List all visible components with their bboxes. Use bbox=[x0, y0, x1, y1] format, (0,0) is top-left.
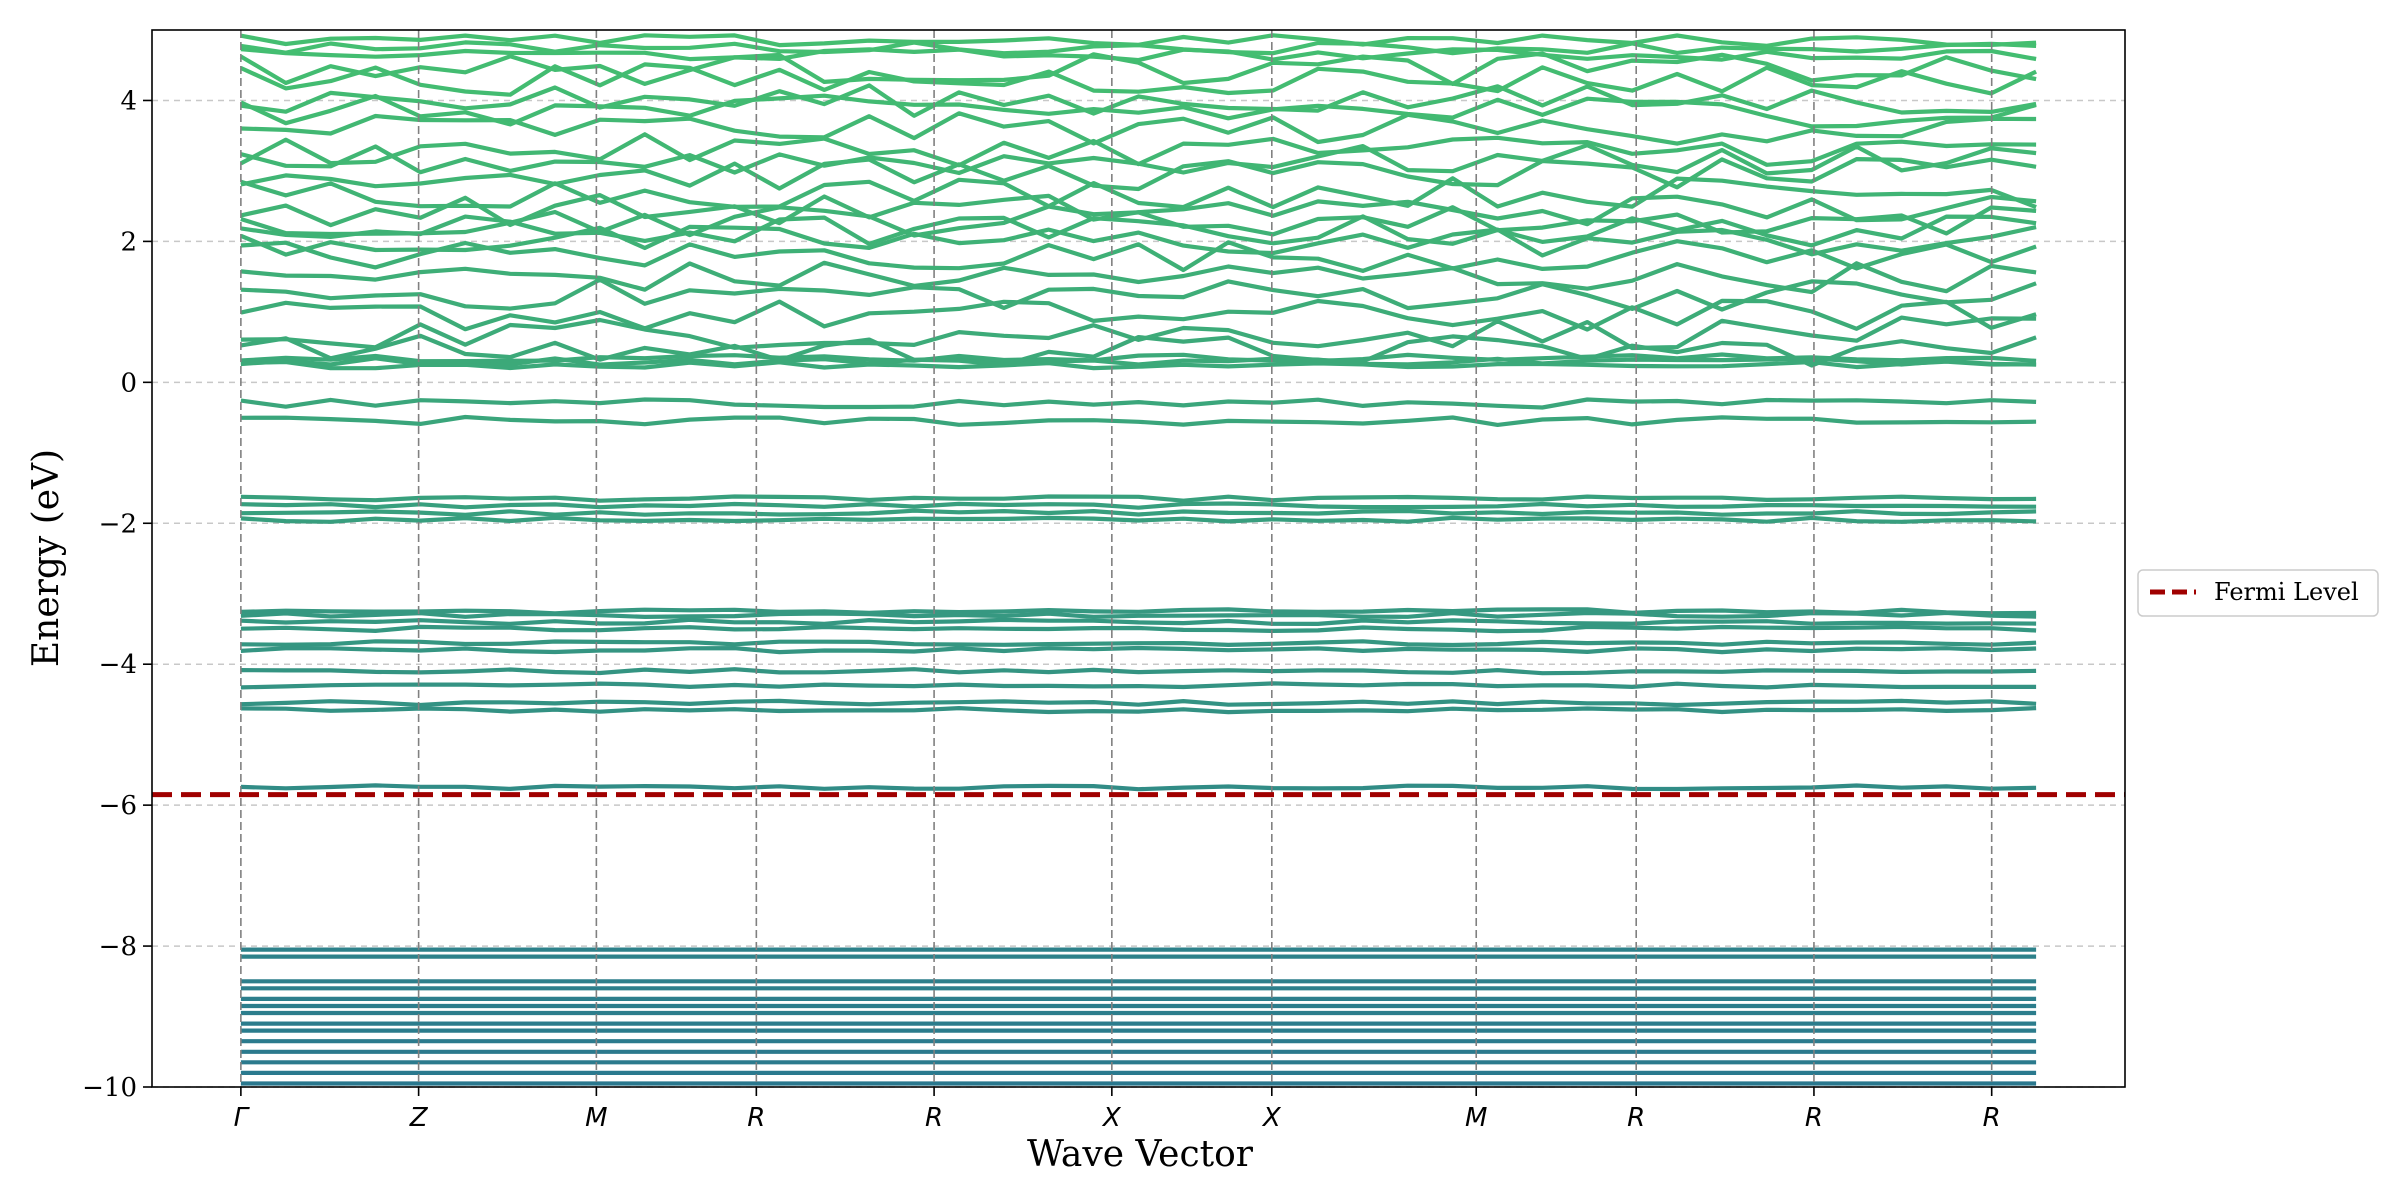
band-line bbox=[240, 508, 2037, 517]
band-line bbox=[240, 667, 2037, 676]
band-line bbox=[240, 639, 2037, 648]
band-line bbox=[240, 93, 2037, 129]
plot-frame bbox=[151, 29, 2126, 1088]
y-ticks: −10 −8 −6 −4 −2 0 2 4 bbox=[82, 86, 152, 1103]
x-tick-label: R bbox=[747, 1103, 765, 1133]
band-line bbox=[240, 62, 2038, 97]
band-line bbox=[240, 260, 2037, 295]
band-line bbox=[240, 624, 2037, 634]
band-line bbox=[240, 333, 2037, 368]
band-line bbox=[240, 239, 2037, 273]
y-tick-label: −6 bbox=[99, 791, 137, 821]
band-line bbox=[240, 298, 2037, 332]
y-tick-label: 2 bbox=[120, 227, 137, 257]
legend-label-fermi: Fermi Level bbox=[2214, 578, 2359, 606]
band-line bbox=[240, 783, 2037, 792]
y-tick-label: −4 bbox=[99, 650, 137, 680]
band-lines bbox=[239, 33, 2038, 1086]
x-tick-label: X bbox=[1261, 1103, 1282, 1133]
band-line bbox=[240, 515, 2037, 524]
band-line bbox=[240, 111, 2037, 146]
x-tick-label: Z bbox=[409, 1103, 429, 1133]
band-line bbox=[240, 414, 2037, 427]
band-line bbox=[240, 607, 2037, 616]
band-line bbox=[240, 277, 2037, 312]
band-line bbox=[240, 33, 2037, 48]
band-line bbox=[240, 193, 2037, 228]
x-tick-label: M bbox=[1465, 1103, 1487, 1133]
legend-box bbox=[2137, 569, 2379, 617]
band-line bbox=[240, 501, 2037, 510]
band-line bbox=[240, 705, 2037, 715]
band-line bbox=[240, 176, 2037, 210]
y-tick-label: 0 bbox=[120, 368, 137, 398]
band-line bbox=[240, 214, 2037, 248]
x-tick-label: R bbox=[925, 1103, 943, 1133]
band-line bbox=[240, 359, 2037, 371]
band-line bbox=[240, 698, 2037, 708]
legend: Fermi Level bbox=[2137, 569, 2379, 617]
band-line bbox=[240, 645, 2037, 655]
band-line bbox=[240, 617, 2037, 627]
band-line bbox=[240, 47, 2037, 63]
band-line bbox=[240, 83, 2037, 118]
y-axis-title: Energy (eV) bbox=[26, 449, 67, 667]
band-line bbox=[240, 397, 2037, 410]
band-line bbox=[240, 315, 2037, 351]
y-tick-label: −8 bbox=[99, 932, 137, 962]
x-tick-label: R bbox=[1805, 1103, 1823, 1133]
x-tick-label: Γ bbox=[234, 1103, 251, 1133]
band-line bbox=[240, 352, 2037, 364]
band-line bbox=[240, 157, 2037, 192]
x-tick-label: R bbox=[1627, 1103, 1645, 1133]
y-tick-label: −2 bbox=[99, 509, 137, 539]
x-tick-label: X bbox=[1101, 1103, 1122, 1133]
x-tick-label: R bbox=[1983, 1103, 2001, 1133]
y-tick-label: −10 bbox=[82, 1073, 137, 1103]
band-line bbox=[239, 132, 2037, 168]
x-tick-label: M bbox=[585, 1103, 607, 1133]
x-axis-title: Wave Vector bbox=[1027, 1134, 1254, 1175]
y-tick-label: 4 bbox=[120, 86, 137, 116]
band-line bbox=[240, 681, 2037, 690]
band-line bbox=[240, 494, 2037, 503]
kpoint-dividers bbox=[240, 30, 1993, 1087]
